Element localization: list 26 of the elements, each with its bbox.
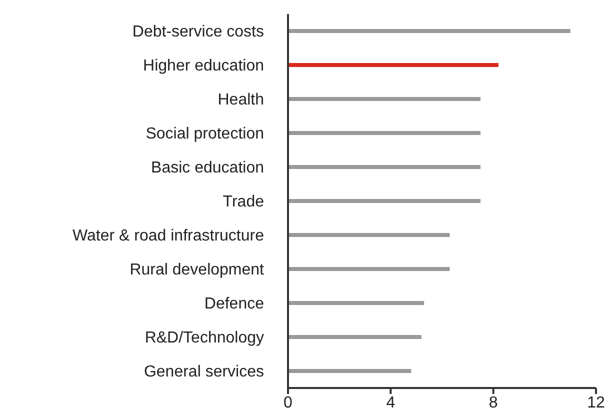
y-tick-label: Rural development: [130, 262, 265, 279]
y-tick-label: Higher education: [143, 58, 264, 75]
bar: [288, 198, 480, 203]
bar: [288, 232, 450, 237]
bar: [288, 96, 480, 101]
y-tick-label: Debt-service costs: [132, 24, 264, 41]
bar: [288, 334, 422, 339]
bar: [288, 62, 498, 67]
x-tick-label: 8: [488, 394, 498, 412]
y-tick-label: General services: [144, 364, 264, 381]
y-tick-label: Social protection: [146, 126, 264, 143]
bar: [288, 266, 450, 271]
y-tick-label: Defence: [204, 296, 264, 313]
y-tick-label: Trade: [222, 194, 264, 211]
y-tick-label: Health: [218, 92, 264, 109]
x-tick-label: 12: [587, 394, 605, 412]
x-tick-label: 4: [386, 394, 396, 412]
bar: [288, 164, 480, 169]
y-tick-label: R&D/Technology: [144, 330, 264, 347]
bar: [288, 130, 480, 135]
bar: [288, 368, 412, 373]
bar: [288, 300, 424, 305]
y-tick-label: Basic education: [151, 160, 264, 177]
y-tick-label: Water & road infrastructure: [72, 228, 264, 245]
x-tick-label: 0: [284, 394, 293, 412]
bar: [288, 28, 570, 33]
